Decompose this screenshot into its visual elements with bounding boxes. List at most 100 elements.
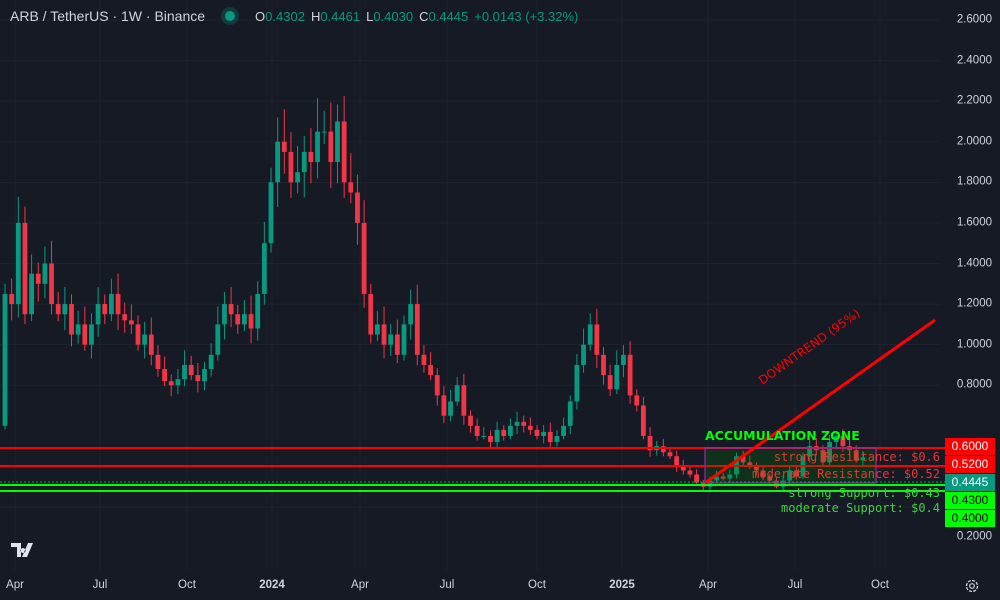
candle-body xyxy=(49,263,54,305)
candle-body xyxy=(115,293,121,315)
level-annotation: strong Support: $0.43 xyxy=(788,486,940,500)
candle-body xyxy=(833,435,839,443)
time-tick: Oct xyxy=(871,579,889,591)
gear-icon[interactable] xyxy=(963,577,981,595)
candle-body xyxy=(501,429,507,436)
candle-body xyxy=(301,151,307,173)
candle-body xyxy=(774,480,779,487)
candle-body xyxy=(401,324,407,355)
downtrend-line xyxy=(704,318,936,485)
candle-body xyxy=(228,304,234,315)
close-value: 0.4445 xyxy=(428,8,469,24)
candle-body xyxy=(222,304,227,325)
candle-body xyxy=(727,474,733,479)
candle-body xyxy=(667,452,673,457)
candle-body xyxy=(128,320,134,325)
price-tick: 2.4000 xyxy=(956,54,992,67)
tradingview-logo[interactable] xyxy=(10,540,38,560)
candle-body xyxy=(168,381,174,386)
candle-body xyxy=(634,395,640,406)
candle-body xyxy=(255,293,261,329)
candle-body xyxy=(408,304,414,325)
candle-body xyxy=(268,182,274,244)
candle-body xyxy=(481,435,487,437)
candle-body xyxy=(627,354,633,396)
candle-body xyxy=(295,172,300,183)
candle-body xyxy=(754,466,759,471)
candle-body xyxy=(827,442,832,463)
price-label-support: 0.4000 xyxy=(945,510,995,527)
candle-body xyxy=(388,334,394,345)
candle-body xyxy=(807,446,813,457)
candle-body xyxy=(760,470,766,477)
candle-body xyxy=(714,476,719,481)
candle-body xyxy=(787,470,793,481)
candle-body xyxy=(155,354,161,370)
price-tick: 1.2000 xyxy=(956,297,992,310)
candle-body xyxy=(494,429,500,443)
candle-body xyxy=(521,421,527,426)
candle-body xyxy=(348,182,354,193)
candle-body xyxy=(135,324,141,345)
candle-body xyxy=(614,364,620,390)
price-label-support: 0.4300 xyxy=(945,492,995,509)
candle-body xyxy=(767,476,773,481)
candle-body xyxy=(534,429,540,436)
candle-body xyxy=(215,324,221,355)
candle-body xyxy=(414,304,420,355)
candle-body xyxy=(328,131,334,163)
candle-body xyxy=(394,334,400,355)
candle-body xyxy=(2,293,8,426)
candle-body xyxy=(162,369,167,382)
candle-body xyxy=(321,131,327,133)
high-label: H xyxy=(310,8,321,24)
candle-body xyxy=(454,385,460,402)
candle-body xyxy=(527,425,533,430)
candle-body xyxy=(674,456,680,467)
time-tick: Oct xyxy=(178,579,196,591)
open-label: O xyxy=(255,8,266,24)
low-label: L xyxy=(366,8,374,24)
candle-body xyxy=(288,151,294,183)
time-tick: 2024 xyxy=(259,579,285,591)
candle-body xyxy=(248,314,254,329)
candle-body xyxy=(441,395,447,416)
time-tick: Apr xyxy=(699,579,717,591)
candle-body xyxy=(95,304,101,325)
price-tick: 2.6000 xyxy=(956,13,992,26)
candle-body xyxy=(195,375,201,382)
candle-body xyxy=(355,192,360,223)
price-tick: 2.0000 xyxy=(956,135,992,148)
candle-body xyxy=(235,314,241,325)
candle-body xyxy=(567,401,573,426)
level-annotation: moderate Support: $0.4 xyxy=(781,501,940,515)
candle-body xyxy=(361,222,367,294)
price-tick: 1.6000 xyxy=(956,216,992,229)
level-annotation: moderate Resistance: $0.52 xyxy=(752,467,940,481)
candle-body xyxy=(840,435,846,447)
candle-body xyxy=(148,334,154,355)
candle-body xyxy=(62,304,68,315)
candle-body xyxy=(720,476,726,479)
time-tick: 2025 xyxy=(609,579,635,591)
level-annotation: strong Resistance: $0.6 xyxy=(773,450,940,464)
candle-body xyxy=(747,462,753,467)
price-tick: 0.2000 xyxy=(956,530,992,543)
time-tick: Apr xyxy=(6,579,24,591)
candle-body xyxy=(275,141,281,183)
candle-body xyxy=(42,263,48,284)
price-tick: 1.8000 xyxy=(956,175,992,188)
candle-body xyxy=(261,243,267,294)
candle-body xyxy=(142,334,148,345)
time-tick: Jul xyxy=(92,579,108,591)
candle-body xyxy=(421,354,427,365)
candle-body xyxy=(82,324,88,345)
change-value: +0.0143 (+3.32%) xyxy=(474,8,579,24)
candle-body xyxy=(660,446,666,453)
candle-body xyxy=(561,425,566,436)
candle-body xyxy=(368,293,374,335)
close-label: C xyxy=(419,8,429,24)
symbol-title[interactable]: ARB / TetherUS · 1W · Binance xyxy=(10,8,206,24)
